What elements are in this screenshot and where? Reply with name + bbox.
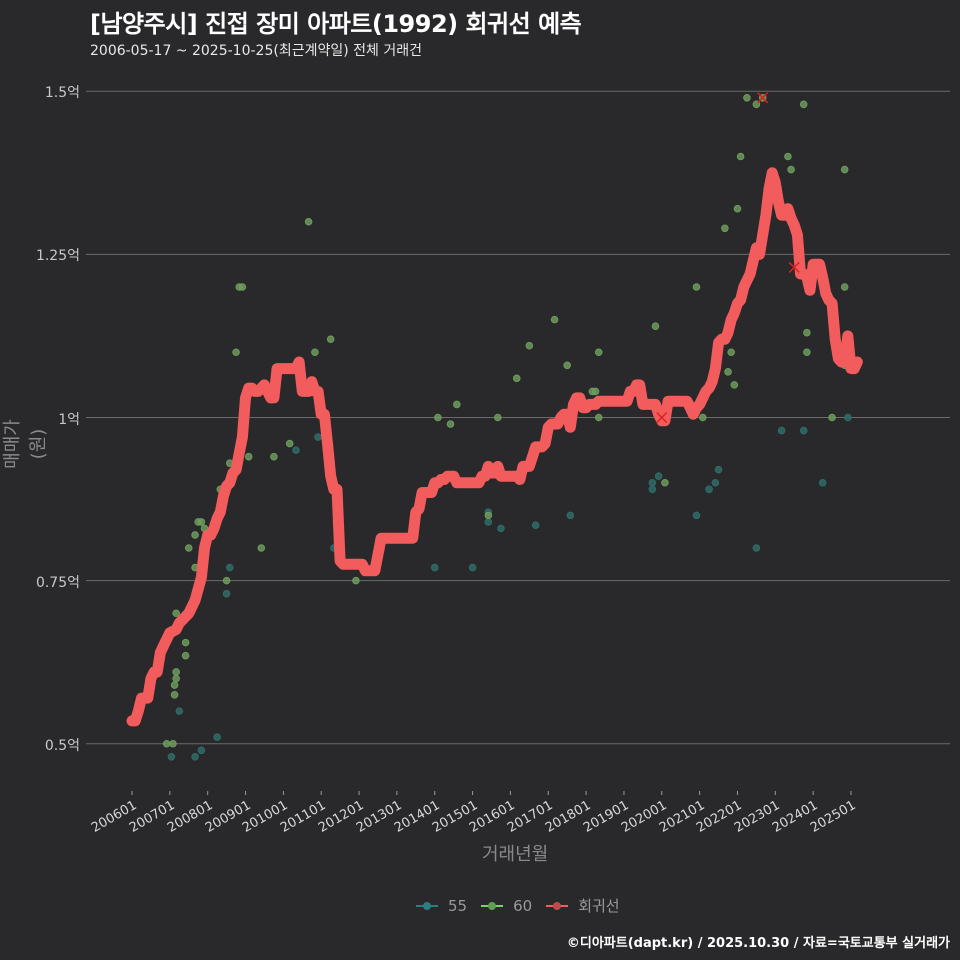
legend-item-55[interactable]: 55 xyxy=(416,897,467,915)
y-tick-label: 1억 xyxy=(58,411,80,428)
series-60-points xyxy=(162,93,849,748)
legend-label-60: 60 xyxy=(513,896,533,915)
legend-key-regression-icon xyxy=(546,900,569,912)
y-axis-title: 매매가(원) xyxy=(2,419,49,469)
grid-lines xyxy=(86,90,950,745)
chart-title: [남양주시] 진접 장미 아파트(1992) 회귀선 예측 xyxy=(90,10,582,38)
y-tick-label: 1.5억 xyxy=(44,85,80,102)
y-tick-label: 1.25억 xyxy=(35,248,80,265)
regression-line xyxy=(126,167,863,727)
legend-item-60[interactable]: 60 xyxy=(481,897,532,915)
x-axis-title: 거래년월 xyxy=(482,844,549,865)
legend-key-60-icon xyxy=(481,900,504,912)
y-tick-label: 0.5억 xyxy=(44,737,80,754)
y-tick-label: 0.75억 xyxy=(35,574,80,591)
series-55-points xyxy=(167,381,852,761)
legend-label-regression: 회귀선 xyxy=(578,897,620,915)
legend-label-55: 55 xyxy=(448,896,468,915)
source-caption: ©디아파트(dapt.kr) / 2025.10.30 / 자료=국토교통부 실… xyxy=(566,936,950,951)
legend: 55 60 회귀선 xyxy=(416,895,626,916)
legend-item-regression[interactable]: 회귀선 xyxy=(546,895,620,916)
highlight-markers xyxy=(656,92,800,424)
legend-key-55-icon xyxy=(416,900,438,912)
chart-subtitle: 2006-05-17 ~ 2025-10-25(최근계약일) 전체 거래건 xyxy=(90,43,422,59)
x-ticks xyxy=(131,791,852,795)
